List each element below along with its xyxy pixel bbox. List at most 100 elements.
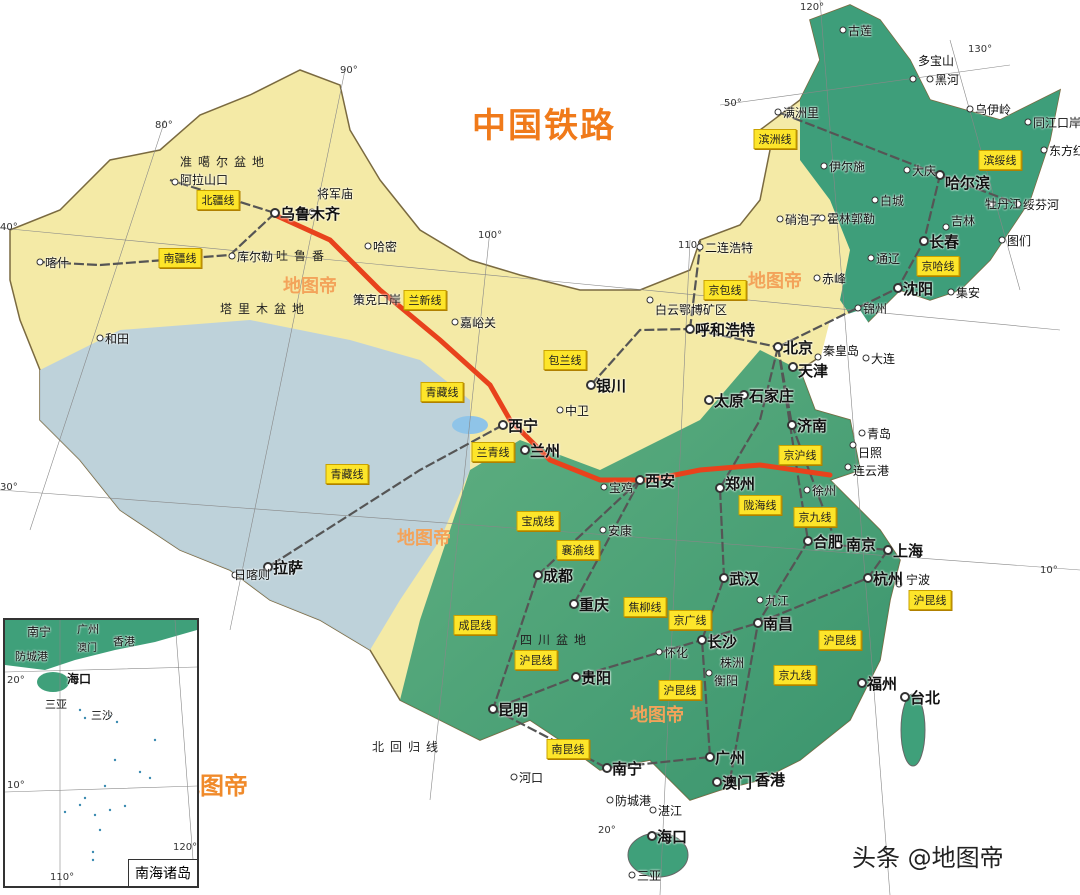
city-label: 海口 [657,828,688,846]
city-marker [705,669,713,677]
railway-label: 京沪线 [778,445,822,465]
inset-city: 香港 [113,635,135,648]
city-label: 成都 [543,567,574,585]
city-label: 日喀则 [234,568,271,582]
city-label: 台北 [910,689,941,707]
city-label: 上海 [893,542,924,560]
city-marker [685,324,695,334]
taiwan-island [900,693,926,767]
city-label: 呼和浩特 [695,321,756,339]
railway-label: 京九线 [793,507,837,527]
city-marker [883,545,893,555]
city-marker [776,215,784,223]
city-label: 福州 [867,675,898,693]
inset-city: 南宁 [27,625,52,639]
city-label: 将军庙 [317,187,354,201]
city-marker [655,648,663,656]
city-marker [451,318,459,326]
region-label: 北回归线 [372,740,445,754]
city-label: 石家庄 [749,387,795,405]
city-label: 沈阳 [903,280,934,298]
city-label: 重庆 [579,596,610,614]
island-dot [63,810,67,814]
city-label: 白城 [880,194,905,208]
city-label: 黑河 [935,73,960,87]
inset-city: 广州 [77,623,99,636]
city-label: 阿拉山口 [180,173,229,187]
island-dot [91,858,95,862]
island-dot [83,796,87,800]
railway-label: 青藏线 [420,382,464,402]
city-marker [998,236,1006,244]
city-marker [533,570,543,580]
city-label: 大庆 [912,164,937,178]
railway-label: 青藏线 [325,464,369,484]
city-marker [814,353,822,361]
city-label: 九江 [765,594,790,608]
city-label: 西安 [645,472,676,490]
island-dot [103,784,107,788]
region-label: 吐鲁番 [276,249,331,263]
island-dot [148,776,152,780]
city-marker [947,288,955,296]
island-dot [98,828,102,832]
island-dot [115,720,119,724]
railway-label: 焦柳线 [623,597,667,617]
city-marker [712,777,722,787]
city-label: 二连浩特 [705,241,754,255]
inset-city: 防城港 [15,650,48,663]
city-label: 满洲里 [783,106,820,120]
city-label: 古莲 [848,24,873,38]
watermark-text: 地图帝 [283,276,337,297]
railway-label: 兰青线 [471,442,515,462]
map-title: 中国铁路 [472,106,616,146]
city-label: 香港 [755,771,786,789]
island-dot [78,708,82,712]
city-marker [696,243,704,251]
railway-label: 南昆线 [546,739,590,759]
inset-title: 南海诸岛 [128,859,197,886]
city-marker [36,258,44,266]
city-label: 防城港 [615,794,652,808]
degree-label: 10° [1040,565,1058,576]
city-label: 长春 [929,233,960,251]
inset-degree: 120° [173,842,198,853]
city-marker [813,274,821,282]
island-dot [138,770,142,774]
watermark-text: 地图帝 [630,705,684,726]
city-label: 通辽 [876,252,901,266]
city-marker [966,105,974,113]
city-marker [171,178,179,186]
city-label: 拉萨 [273,559,304,577]
island-dot [91,850,95,854]
city-marker [753,618,763,628]
city-marker [788,362,798,372]
railway-label: 宝成线 [516,511,560,531]
city-marker [606,796,614,804]
city-marker [839,26,847,34]
city-label: 天津 [798,362,829,380]
inset-map [5,620,197,886]
railway-label: 包兰线 [543,350,587,370]
city-marker [711,641,719,649]
city-label: 和田 [105,332,130,346]
city-marker [803,536,813,546]
city-marker [520,445,530,455]
city-label: 南京 [846,536,877,554]
city-marker [854,304,862,312]
degree-label: 80° [155,120,173,131]
city-label: 硝泡子 [785,213,822,227]
city-label: 武汉 [729,570,760,588]
inset-city: 澳门 [77,643,97,654]
watermark-text: 地图帝 [748,271,802,292]
city-marker [774,108,782,116]
region-label: 准噶尔盆地 [180,155,271,169]
railway-label: 滨绥线 [978,150,1022,170]
degree-label: 90° [340,65,358,76]
railway-label: 襄渝线 [556,540,600,560]
city-marker [988,200,996,208]
city-label: 兰州 [530,442,561,460]
city-marker [569,599,579,609]
city-label: 哈密 [373,240,398,254]
